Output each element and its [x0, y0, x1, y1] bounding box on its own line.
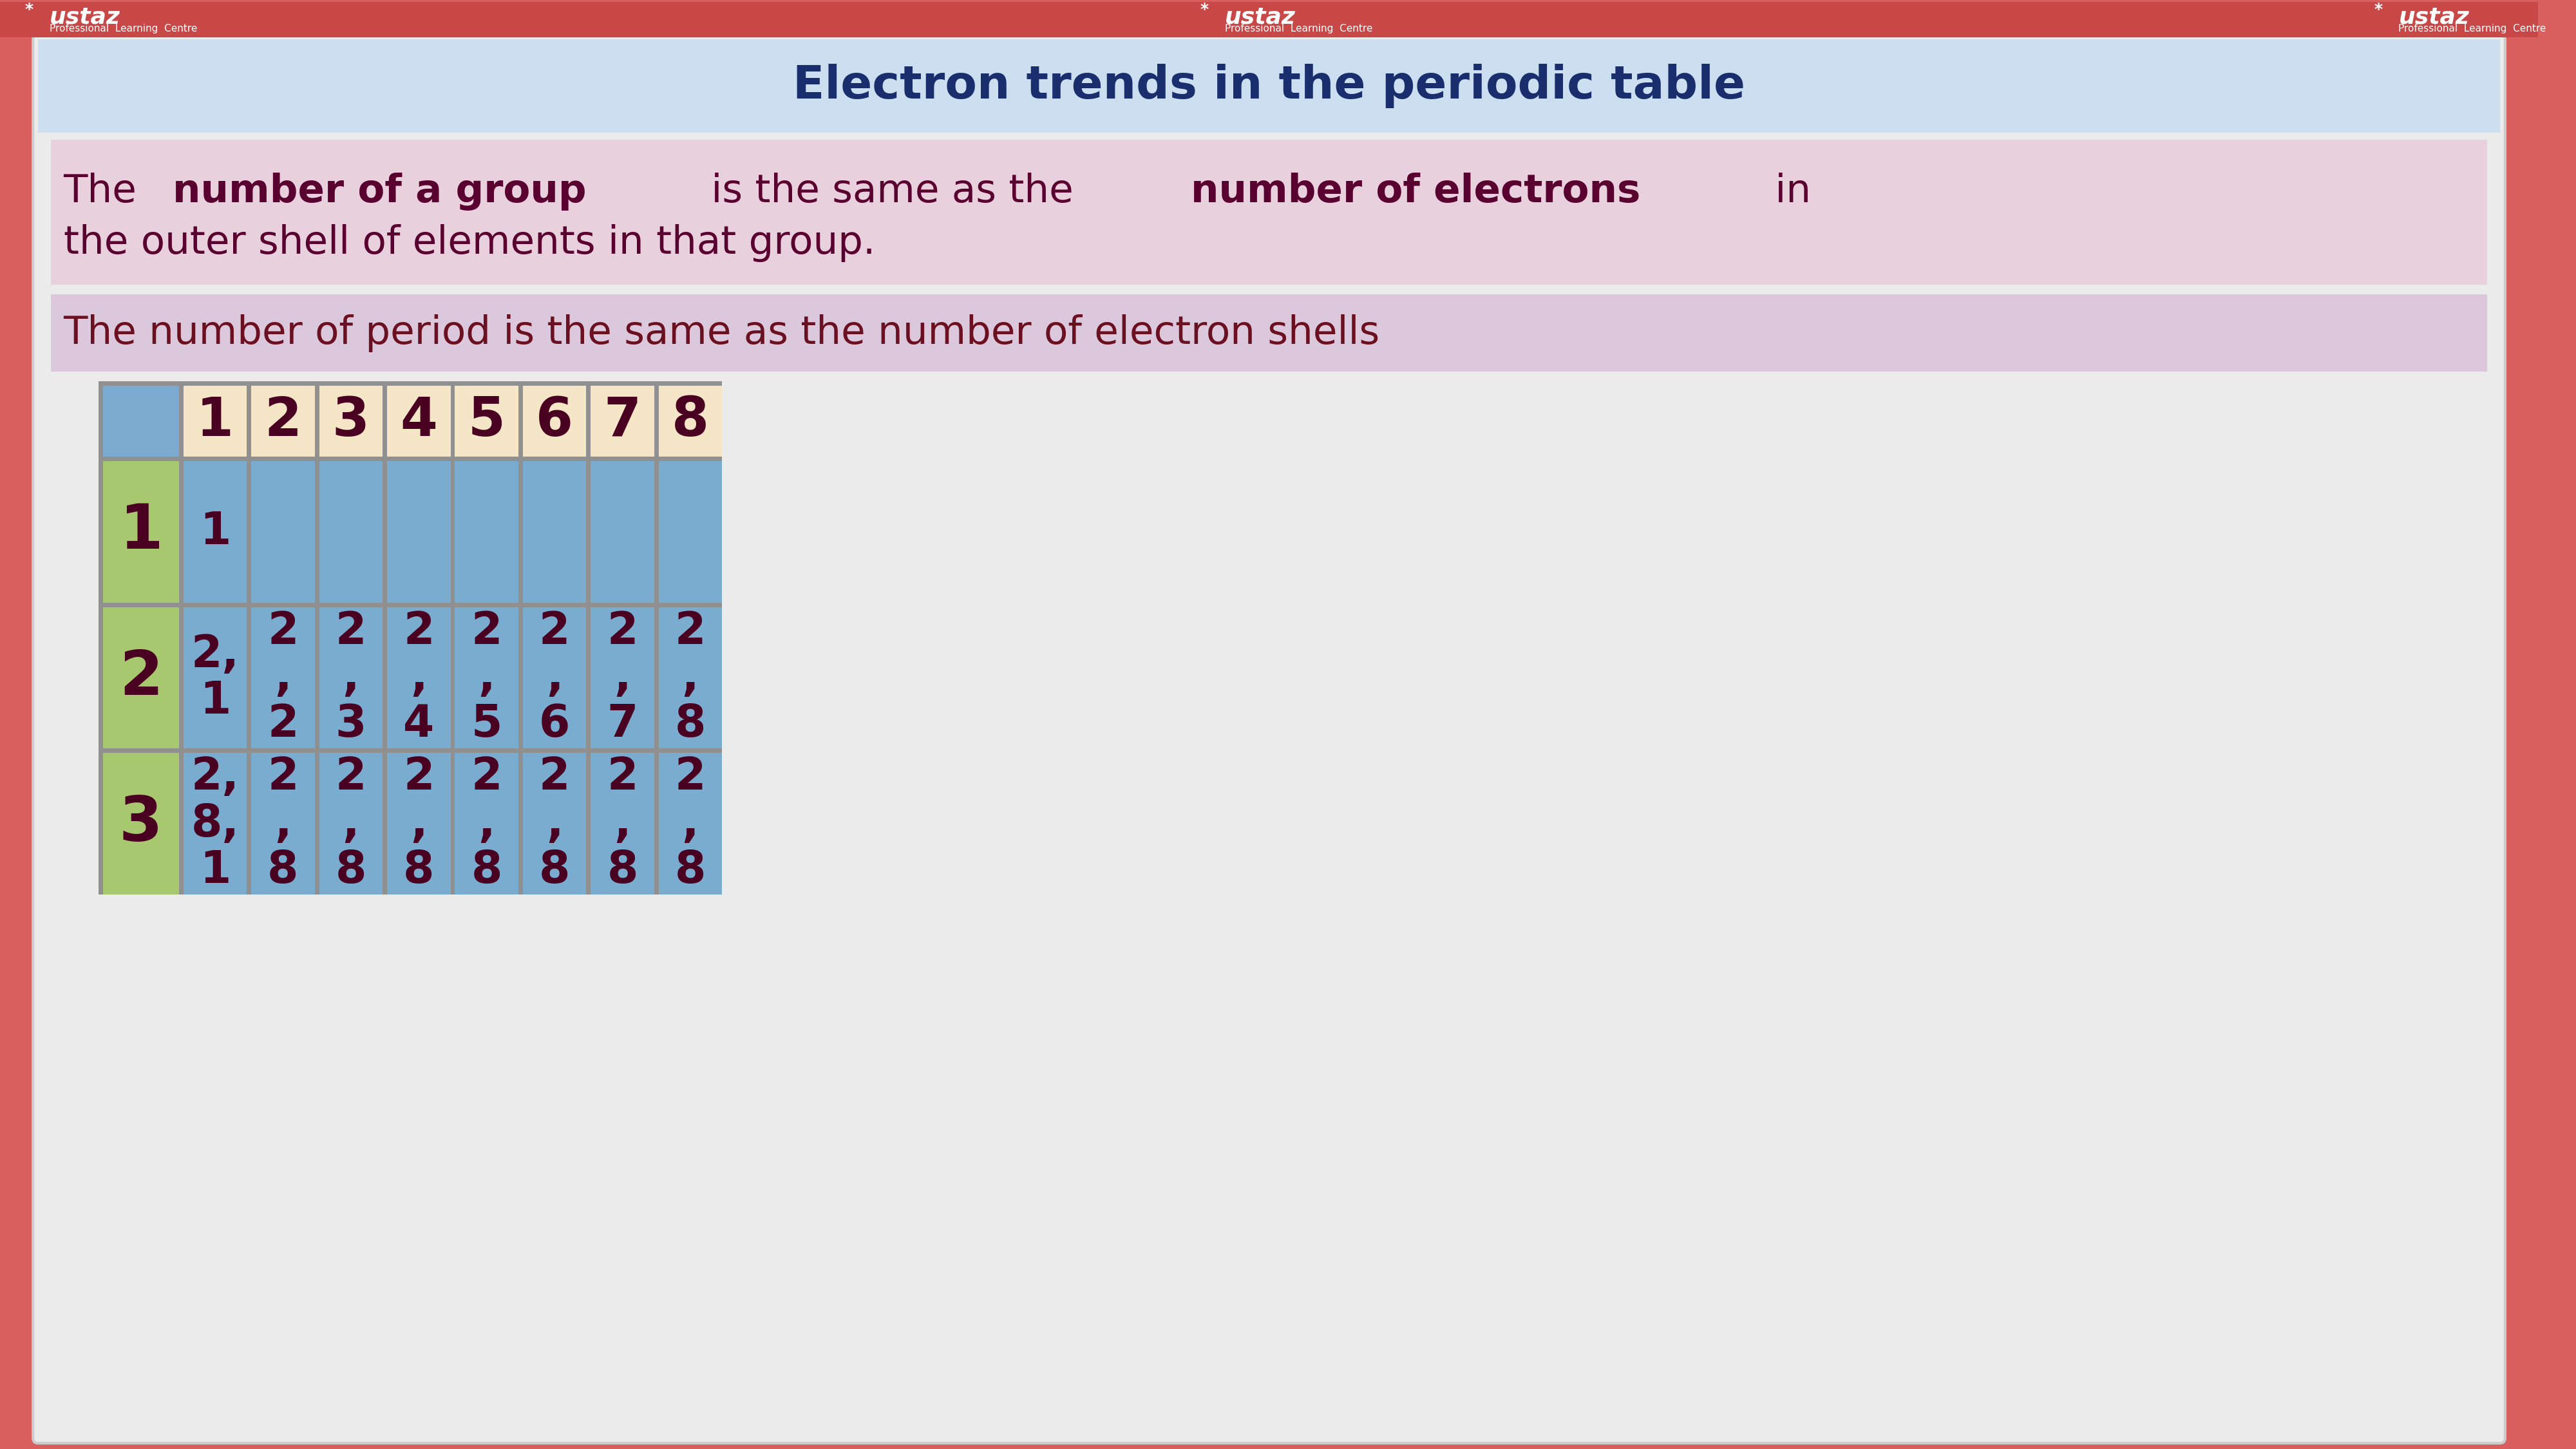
Text: 4: 4 [399, 396, 438, 448]
Text: Electron trends in the periodic table: Electron trends in the periodic table [793, 64, 1747, 107]
Bar [0, 1, 2537, 38]
Text: 6: 6 [536, 396, 574, 448]
Text: 3: 3 [332, 396, 368, 448]
Bar [523, 385, 587, 456]
Bar [386, 385, 451, 456]
Bar [590, 385, 654, 456]
Text: is the same as the: is the same as the [698, 172, 1087, 210]
Text: Professional  Learning  Centre: Professional Learning Centre [1224, 25, 1373, 33]
Bar [319, 753, 384, 894]
Text: The: The [64, 172, 149, 210]
Bar [386, 607, 451, 749]
Bar [98, 381, 721, 894]
Text: 2: 2 [118, 648, 162, 707]
Bar [319, 607, 384, 749]
Bar [39, 39, 2501, 132]
Text: *: * [1200, 1, 1208, 17]
Bar [590, 461, 654, 603]
Text: 7: 7 [603, 396, 641, 448]
Text: 1: 1 [118, 501, 162, 562]
Text: 2
,
8: 2 , 8 [608, 756, 639, 893]
Text: number of electrons: number of electrons [1190, 172, 1641, 210]
Text: 2
,
5: 2 , 5 [471, 610, 502, 746]
Bar [386, 461, 451, 603]
Bar [456, 385, 518, 456]
Bar [523, 461, 587, 603]
Bar [52, 141, 2488, 285]
Bar [456, 461, 518, 603]
Text: 2
,
7: 2 , 7 [608, 610, 639, 746]
Bar [319, 461, 384, 603]
Text: 2
,
8: 2 , 8 [335, 756, 366, 893]
Bar [183, 385, 247, 456]
Text: 2,
8,
1: 2, 8, 1 [191, 756, 240, 893]
Text: 3: 3 [118, 794, 162, 853]
Bar [183, 753, 247, 894]
Bar [456, 607, 518, 749]
Bar [590, 753, 654, 894]
Bar [659, 607, 721, 749]
Text: ustaz: ustaz [49, 6, 121, 28]
Text: in: in [1762, 172, 1811, 210]
Text: 2
,
8: 2 , 8 [471, 756, 502, 893]
Text: number of a group: number of a group [173, 172, 587, 210]
Text: 1: 1 [198, 510, 232, 554]
FancyBboxPatch shape [33, 33, 2504, 1443]
Bar [252, 461, 314, 603]
Text: 2
,
6: 2 , 6 [538, 610, 569, 746]
Text: 2
,
4: 2 , 4 [404, 610, 435, 746]
Bar [319, 385, 384, 456]
Text: Professional  Learning  Centre: Professional Learning Centre [2398, 25, 2545, 33]
Text: *: * [2375, 1, 2383, 17]
Bar [456, 753, 518, 894]
Bar [386, 753, 451, 894]
Bar [590, 607, 654, 749]
Bar [103, 753, 178, 894]
Bar [659, 753, 721, 894]
Bar [659, 461, 721, 603]
Text: 5: 5 [469, 396, 505, 448]
Text: ustaz: ustaz [2398, 6, 2470, 28]
Text: 2
,
8: 2 , 8 [268, 756, 299, 893]
Bar [183, 607, 247, 749]
Text: 2
,
8: 2 , 8 [404, 756, 435, 893]
Text: 1: 1 [196, 396, 234, 448]
Bar [252, 753, 314, 894]
Bar [252, 385, 314, 456]
Text: 2: 2 [265, 396, 301, 448]
Text: ustaz: ustaz [1224, 6, 1296, 28]
Text: 2
,
3: 2 , 3 [335, 610, 366, 746]
Bar [103, 461, 178, 603]
Text: *: * [26, 1, 33, 17]
Text: 2
,
8: 2 , 8 [538, 756, 569, 893]
Text: The number of period is the same as the number of electron shells: The number of period is the same as the … [64, 314, 1381, 352]
Text: 2
,
8: 2 , 8 [675, 610, 706, 746]
Text: 8: 8 [672, 396, 708, 448]
Bar [252, 607, 314, 749]
Bar [659, 385, 721, 456]
Text: 2,
1: 2, 1 [191, 633, 240, 723]
Bar [523, 607, 587, 749]
Text: the outer shell of elements in that group.: the outer shell of elements in that grou… [64, 225, 876, 262]
Bar [103, 385, 178, 456]
Bar [523, 753, 587, 894]
Bar [52, 294, 2488, 371]
Text: 2
,
2: 2 , 2 [268, 610, 299, 746]
Bar [183, 461, 247, 603]
Bar [103, 607, 178, 749]
Text: Professional  Learning  Centre: Professional Learning Centre [49, 25, 198, 33]
Text: 2
,
8: 2 , 8 [675, 756, 706, 893]
